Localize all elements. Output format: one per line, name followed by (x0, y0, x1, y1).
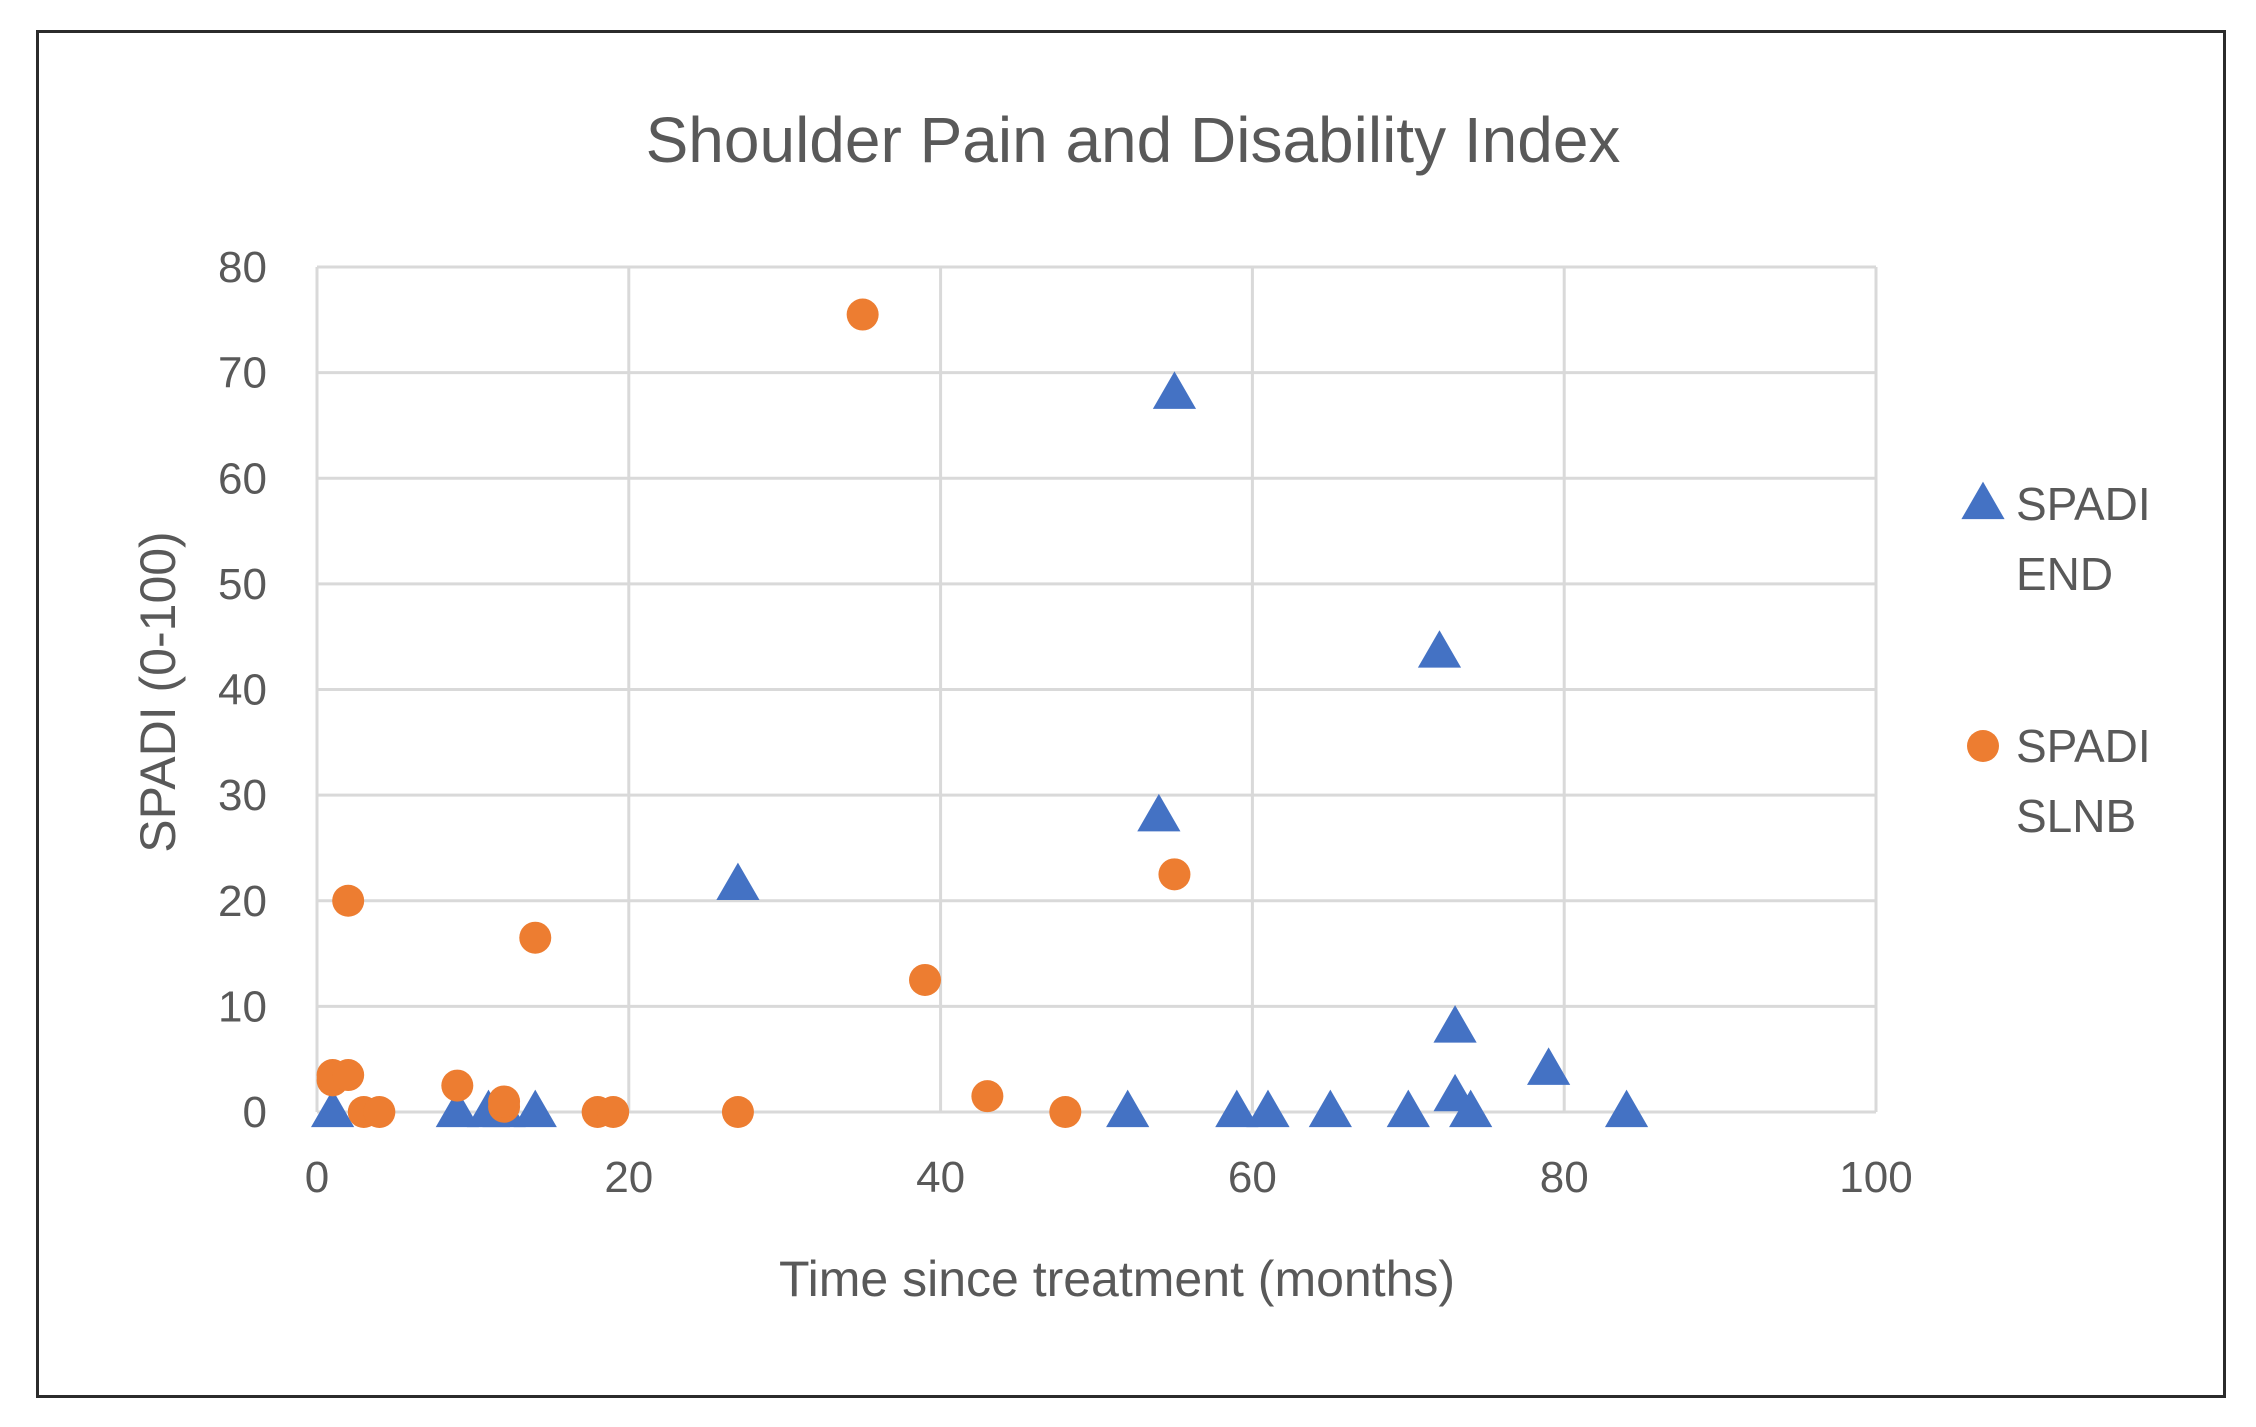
legend-label-line: SPADI (2016, 720, 2151, 772)
data-point-circle (1158, 858, 1191, 891)
series-spadi-slnb (316, 298, 1191, 1128)
legend-label-line: END (2016, 548, 2113, 600)
data-points (310, 298, 1649, 1128)
x-axis-label: Time since treatment (months) (779, 1251, 1455, 1307)
chart-title: Shoulder Pain and Disability Index (646, 104, 1621, 176)
y-axis-label: SPADI (0-100) (130, 531, 186, 852)
legend-item-1: SPADI SLNB (1967, 720, 2151, 842)
data-point-circle (332, 1059, 365, 1092)
data-point-triangle (1417, 630, 1462, 668)
y-tick-label: 10 (218, 982, 267, 1031)
y-tick-label: 80 (218, 243, 267, 292)
data-point-triangle (716, 862, 760, 901)
data-point-circle (909, 963, 942, 996)
y-tick-label: 30 (218, 771, 267, 820)
data-point-circle (441, 1069, 474, 1102)
x-tick-labels: 0 20 40 60 80 100 (305, 1153, 1913, 1202)
y-tick-label: 50 (218, 560, 267, 609)
legend-circle-icon (1967, 730, 1999, 762)
data-point-triangle (513, 1089, 557, 1128)
x-tick-label: 100 (1839, 1153, 1912, 1202)
data-point-triangle (1386, 1089, 1430, 1128)
data-point-circle (1049, 1096, 1082, 1128)
y-tick-label: 70 (218, 349, 267, 398)
y-tick-labels: 0 10 20 30 40 50 60 70 80 (218, 243, 267, 1137)
data-point-triangle (1527, 1047, 1571, 1085)
data-point-triangle (310, 1089, 355, 1128)
data-point-circle (721, 1096, 754, 1128)
y-tick-label: 0 (243, 1088, 267, 1137)
y-tick-label: 40 (218, 666, 267, 715)
legend-label-line: SPADI (2016, 478, 2151, 530)
data-point-triangle (1106, 1089, 1150, 1128)
data-point-circle (597, 1096, 630, 1128)
grid-lines (315, 265, 1878, 1114)
data-point-triangle (1215, 1089, 1259, 1128)
data-point-triangle (435, 1089, 479, 1128)
data-point-circle (846, 298, 879, 331)
data-point-circle (519, 921, 552, 954)
data-point-triangle (1449, 1089, 1493, 1128)
data-point-triangle (1137, 793, 1181, 832)
data-point-triangle (1604, 1089, 1649, 1128)
data-point-triangle (1433, 1005, 1477, 1043)
data-point-circle (488, 1085, 521, 1118)
data-point-circle (971, 1080, 1004, 1113)
x-tick-label: 20 (604, 1153, 653, 1202)
legend-label-line: SLNB (2016, 790, 2136, 842)
x-tick-label: 0 (305, 1153, 329, 1202)
legend-item-0: SPADI END (1961, 478, 2151, 600)
data-point-triangle (1246, 1089, 1290, 1128)
data-point-triangle (1152, 371, 1197, 409)
y-tick-label: 60 (218, 454, 267, 503)
data-point-circle (332, 884, 365, 917)
data-point-circle (363, 1096, 396, 1128)
x-tick-label: 80 (1540, 1153, 1589, 1202)
x-tick-label: 60 (1228, 1153, 1277, 1202)
series-spadi-end (310, 371, 1649, 1128)
chart-frame (36, 30, 2226, 1398)
y-tick-label: 20 (218, 877, 267, 926)
data-point-triangle (1308, 1089, 1352, 1128)
x-tick-label: 40 (916, 1153, 965, 1202)
legend: SPADI END SPADI SLNB (1961, 478, 2151, 842)
legend-triangle-icon (1961, 481, 2005, 520)
